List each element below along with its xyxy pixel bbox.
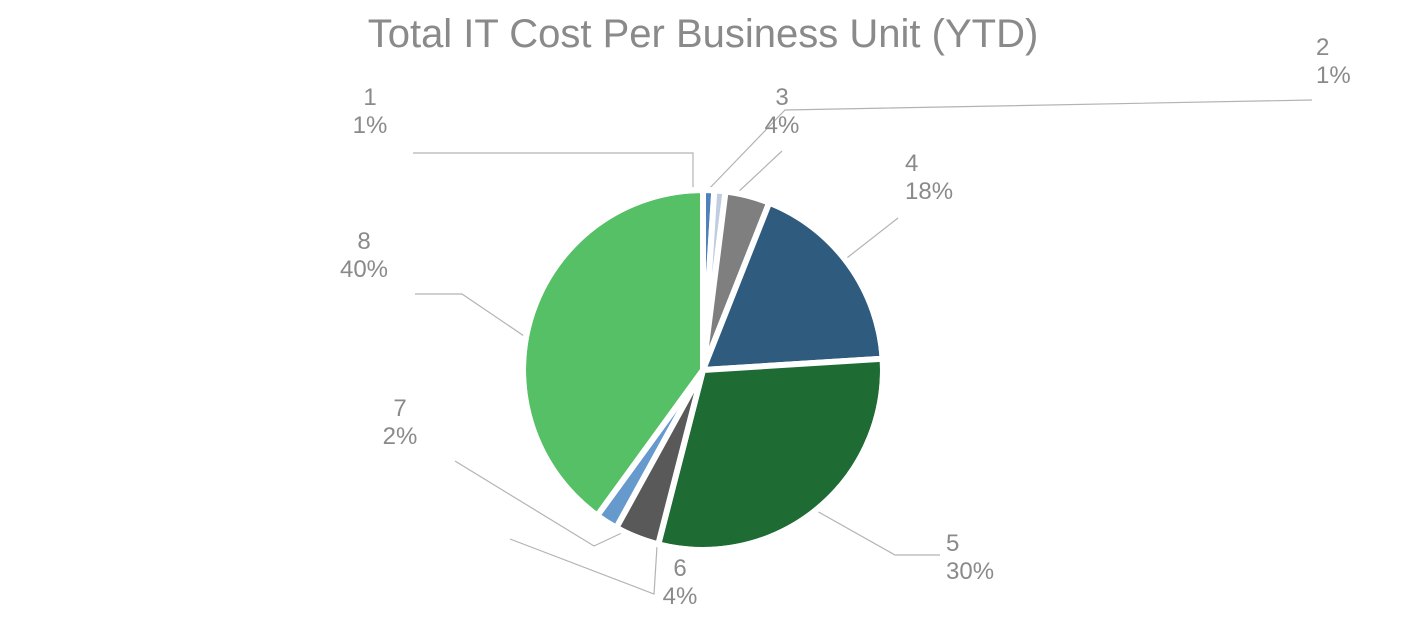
label-id: 2	[1316, 34, 1351, 62]
label-id: 1	[353, 84, 388, 112]
pie-label-3: 34%	[765, 84, 800, 139]
leader-line-6	[510, 539, 657, 594]
pie-label-4: 418%	[905, 150, 953, 205]
pie-label-6: 64%	[663, 555, 698, 610]
leader-line-1	[413, 153, 693, 192]
label-pct: 4%	[663, 583, 698, 611]
label-pct: 40%	[340, 256, 388, 284]
pie-label-7: 72%	[383, 395, 418, 450]
label-pct: 1%	[1316, 62, 1351, 90]
label-pct: 2%	[383, 423, 418, 451]
leader-line-4	[843, 218, 898, 261]
label-id: 3	[765, 84, 800, 112]
leader-line-8	[415, 294, 527, 338]
label-pct: 30%	[946, 558, 994, 586]
pie-chart	[0, 0, 1406, 628]
label-id: 5	[946, 530, 994, 558]
pie-label-5: 530%	[946, 530, 994, 585]
label-id: 6	[663, 555, 698, 583]
label-id: 7	[383, 395, 418, 423]
label-pct: 18%	[905, 178, 953, 206]
label-id: 4	[905, 150, 953, 178]
label-pct: 4%	[765, 112, 800, 140]
leader-line-3	[735, 151, 782, 195]
label-pct: 1%	[353, 112, 388, 140]
pie-slices	[523, 190, 883, 550]
pie-label-2: 21%	[1316, 34, 1351, 89]
leader-line-5	[815, 510, 940, 555]
chart-root: Total IT Cost Per Business Unit (YTD) 11…	[0, 0, 1406, 628]
pie-label-8: 840%	[340, 228, 388, 283]
pie-label-1: 11%	[353, 84, 388, 139]
label-id: 8	[340, 228, 388, 256]
